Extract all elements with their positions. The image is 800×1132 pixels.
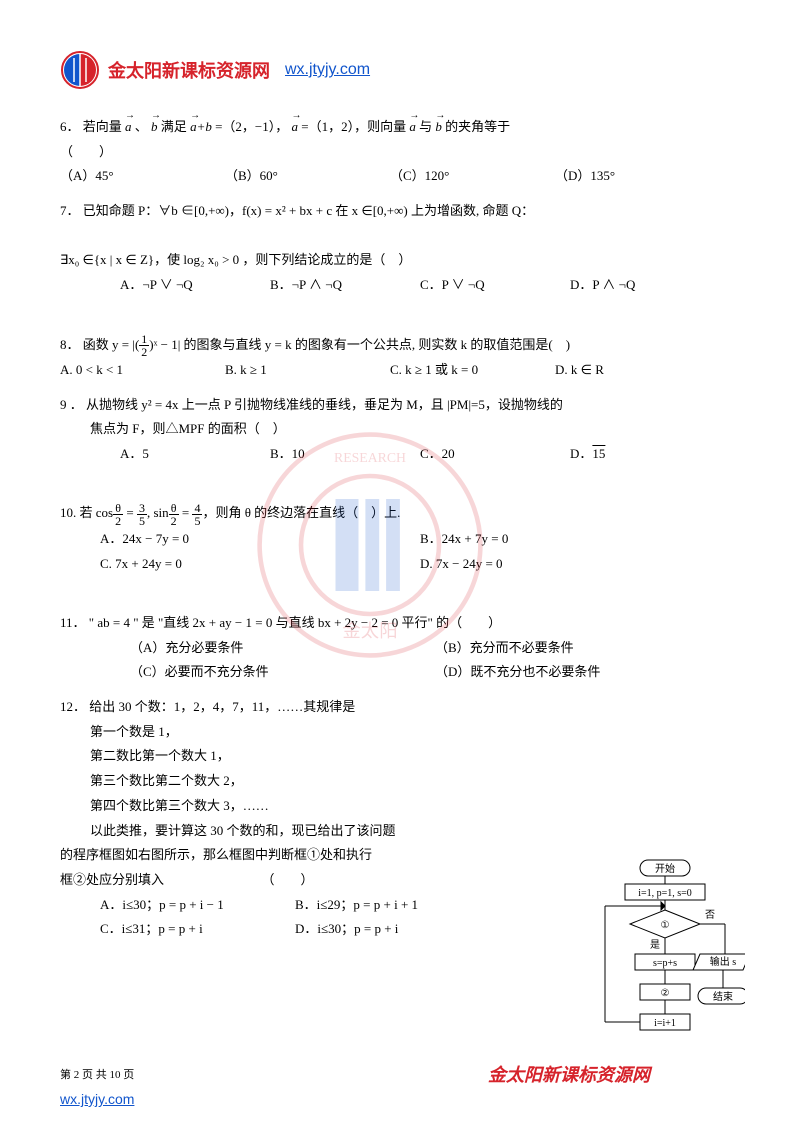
footer-brand: 金太阳新课标资源网 xyxy=(488,1061,650,1087)
q6-options: （A）45° （B）60° （C）120° （D）135° xyxy=(60,164,740,189)
q7-options: A．¬P ∨ ¬Q B．¬P ∧ ¬Q C．P ∨ ¬Q D．P ∧ ¬Q xyxy=(60,273,740,298)
svg-text:开始: 开始 xyxy=(655,862,675,875)
q12-options-row1: A．i≤30；p = p + i − 1 B．i≤29；p = p + i + … xyxy=(60,893,490,918)
q6-num: 6． xyxy=(60,119,80,134)
svg-text:①: ① xyxy=(661,920,670,931)
q11-options-row1: （A）充分必要条件 （B）充分而不必要条件 xyxy=(60,636,740,661)
svg-text:输出 s: 输出 s xyxy=(710,955,737,968)
question-10: 10. 若 cosθ2 = 35, sinθ2 = 45，则角 θ 的终边落在直… xyxy=(60,501,740,576)
flowchart-diagram: 开始 i=1, p=1, s=0 ① 否 是 s=p+s 输出 s 结束 ② i… xyxy=(585,858,745,1068)
q6-blank: （ ） xyxy=(60,144,112,159)
question-6: 6． 若向量 a 、 b 满足 a+b =（2，−1）， a =（1，2），则向… xyxy=(60,115,740,189)
svg-text:否: 否 xyxy=(705,909,715,921)
vector-a: a xyxy=(125,115,132,140)
q9-options: A．5 B．10 C．20 D．15 xyxy=(60,442,740,467)
brand-name: 金太阳新课标资源网 xyxy=(108,57,270,83)
svg-text:是: 是 xyxy=(650,939,660,951)
page-header: 金太阳新课标资源网 wx.jtyjy.com xyxy=(60,50,740,90)
q11-options-row2: （C）必要而不充分条件 （D）既不充分也不必要条件 xyxy=(60,660,740,685)
page-number: 第 2 页 共 10 页 xyxy=(60,1066,134,1082)
q6-opt-a: （A）45° xyxy=(60,164,225,189)
brand-logo-icon xyxy=(60,50,100,90)
q8-options: A. 0 < k < 1 B. k ≥ 1 C. k ≥ 1 或 k = 0 D… xyxy=(60,358,740,383)
question-11: 11． " ab = 4 " 是 "直线 2x + ay − 1 = 0 与直线… xyxy=(60,611,740,685)
brand-url[interactable]: wx.jtyjy.com xyxy=(285,61,370,79)
question-8: 8． 函数 y = |(12)ˣ − 1| 的图象与直线 y = k 的图象有一… xyxy=(60,333,740,383)
q10-options-row2: C. 7x + 24y = 0 D. 7x − 24y = 0 xyxy=(60,552,740,577)
question-12: 12． 给出 30 个数：1，2，4，7，11，……其规律是 第一个数是 1， … xyxy=(60,695,490,942)
svg-text:i=i+1: i=i+1 xyxy=(654,1018,676,1029)
q10-options-row1: A．24x − 7y = 0 B．24x + 7y = 0 xyxy=(60,527,740,552)
q6-opt-b: （B）60° xyxy=(225,164,390,189)
q6-opt-c: （C）120° xyxy=(390,164,555,189)
svg-text:i=1, p=1, s=0: i=1, p=1, s=0 xyxy=(638,888,692,899)
svg-text:s=p+s: s=p+s xyxy=(653,958,677,969)
q12-options-row2: C．i≤31；p = p + i D．i≤30；p = p + i xyxy=(60,917,490,942)
vector-b: b xyxy=(151,115,158,140)
q6-opt-d: （D）135° xyxy=(555,164,720,189)
question-7: 7． 已知命题 P：∀b ∈[0,+∞)，f(x) = x² + bx + c … xyxy=(60,199,740,298)
svg-text:②: ② xyxy=(661,988,670,999)
svg-text:结束: 结束 xyxy=(713,990,733,1003)
question-9: 9 ． 从抛物线 y² = 4x 上一点 P 引抛物线准线的垂线，垂足为 M，且… xyxy=(60,393,740,467)
content: 6． 若向量 a 、 b 满足 a+b =（2，−1）， a =（1，2），则向… xyxy=(60,115,740,942)
footer-url[interactable]: wx.jtyjy.com xyxy=(60,1091,134,1107)
q9-opt-d: D．15 xyxy=(570,442,720,467)
